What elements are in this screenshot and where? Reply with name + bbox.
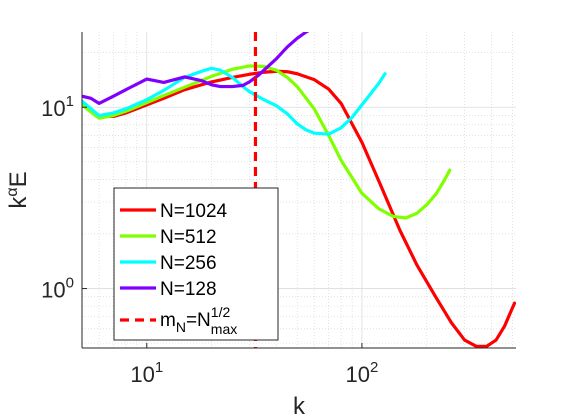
legend-label: N=512	[160, 227, 217, 248]
tick-labels: 101 102 100 101	[41, 93, 378, 387]
legend: N=1024 N=512 N=256 N=128 mN=N1/2 max	[113, 187, 279, 341]
axis-labels: k kαE	[4, 171, 306, 420]
y-tick-label: 101	[41, 93, 74, 121]
legend-label: N=256	[160, 253, 217, 274]
legend-label-threshold: mN=N1/2 max	[160, 304, 237, 337]
x-tick-label: 102	[346, 359, 379, 387]
y-axis-label: kαE	[4, 171, 32, 208]
y-tick-label: 100	[41, 275, 74, 303]
series-line-n-128	[82, 32, 310, 106]
legend-box	[113, 187, 279, 341]
legend-label: N=128	[160, 279, 217, 300]
series-line-n-1024	[82, 69, 516, 348]
series-line-n-512	[82, 64, 452, 220]
x-tick-label: 101	[130, 359, 163, 387]
legend-label: N=1024	[160, 201, 228, 222]
axes-frame	[81, 32, 516, 349]
x-axis-label: k	[293, 393, 306, 420]
